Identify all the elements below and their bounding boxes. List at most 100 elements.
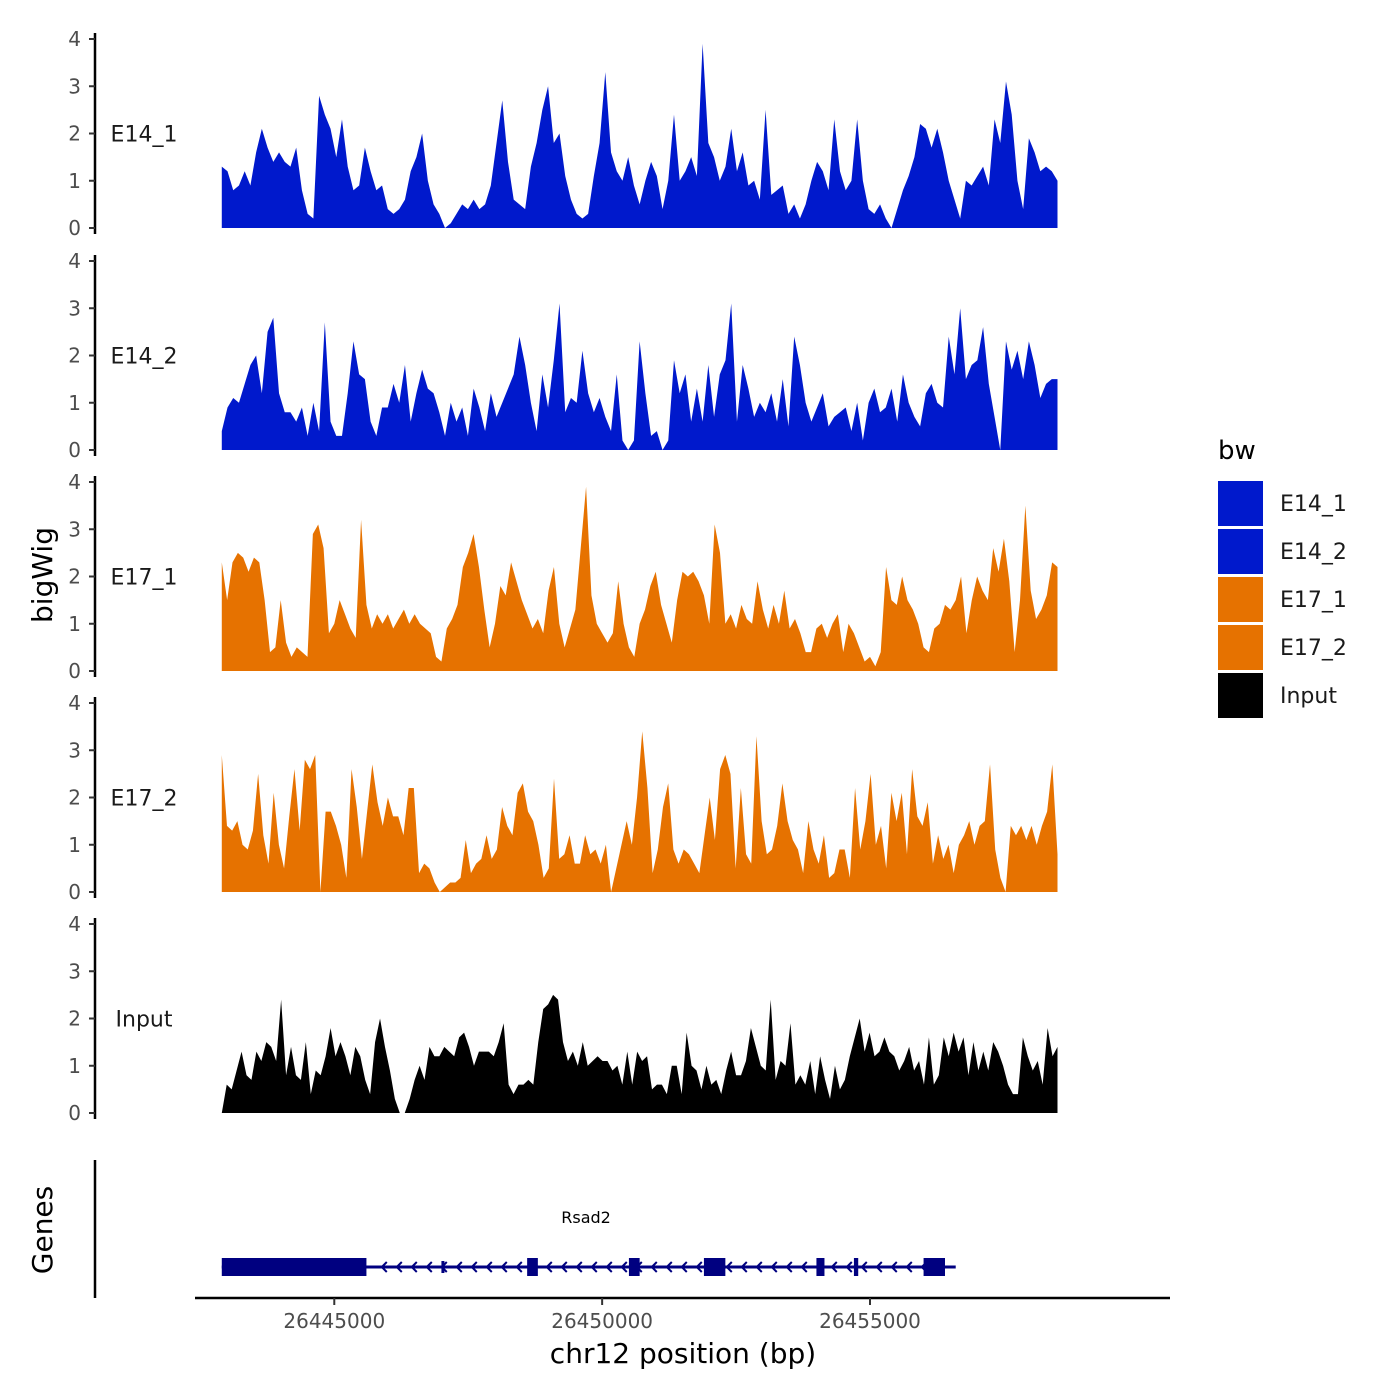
strand-arrow	[470, 1261, 478, 1273]
strand-arrow	[875, 1261, 883, 1273]
strand-arrow	[545, 1261, 553, 1273]
legend-label: E14_1	[1280, 492, 1347, 517]
strand-arrow	[590, 1261, 598, 1273]
strand-arrow	[785, 1261, 793, 1273]
gene-exon	[628, 1258, 640, 1276]
y-tick-label: 2	[68, 565, 81, 589]
y-axis-title: bigWig	[26, 527, 59, 623]
y-tick-label: 3	[68, 738, 81, 762]
strand-arrow	[650, 1261, 658, 1273]
y-tick-label: 3	[68, 74, 81, 98]
area-input	[221, 994, 1058, 1113]
gene-exon	[703, 1258, 726, 1276]
y-tick-label: 4	[68, 27, 81, 51]
y-tick-label: 0	[68, 438, 81, 462]
strand-arrow	[770, 1261, 778, 1273]
strand-arrow	[905, 1261, 913, 1273]
y-tick-label: 3	[68, 959, 81, 983]
legend-swatch	[1218, 625, 1263, 670]
gene-exon	[853, 1258, 859, 1276]
y-tick-label: 2	[68, 122, 81, 146]
y-tick-label: 0	[68, 216, 81, 240]
y-tick-label: 3	[68, 517, 81, 541]
track-input: 0 1 2 3 4 Input	[68, 912, 1058, 1125]
legend-swatch	[1218, 577, 1263, 622]
strand-arrow	[665, 1261, 673, 1273]
gene-exon	[816, 1258, 825, 1276]
strand-arrow	[485, 1261, 493, 1273]
y-tick-label: 3	[68, 296, 81, 320]
area-e14-2	[221, 303, 1058, 450]
gene-exon	[527, 1258, 538, 1276]
legend-swatch	[1218, 529, 1263, 574]
strand-arrow	[860, 1261, 868, 1273]
legend-label: E14_2	[1280, 540, 1347, 565]
legend-swatch	[1218, 481, 1263, 526]
strand-arrow	[380, 1261, 388, 1273]
track-label: E17_2	[111, 787, 178, 812]
gene-exon	[441, 1261, 445, 1273]
track-label: Input	[116, 1008, 173, 1033]
gene-label: Rsad2	[561, 1208, 611, 1227]
area-e14-1	[221, 43, 1058, 228]
track-label: E14_2	[111, 345, 178, 370]
strand-arrow	[515, 1261, 523, 1273]
area-e17-1	[221, 486, 1058, 671]
track-e17-1: 0 1 2 3 4 E17_1	[68, 470, 1058, 683]
y-tick-label: 0	[68, 659, 81, 683]
genes-axis-title: Genes	[26, 1186, 59, 1274]
strand-arrow	[395, 1261, 403, 1273]
strand-arrow	[560, 1261, 568, 1273]
y-tick-label: 1	[68, 833, 81, 857]
track-label: E17_1	[111, 566, 178, 591]
strand-arrow	[680, 1261, 688, 1273]
strand-arrow	[575, 1261, 583, 1273]
legend-label: E17_2	[1280, 636, 1347, 661]
strand-arrow	[620, 1261, 628, 1273]
area-e17-2	[221, 731, 1058, 892]
track-e14-1: 0 1 2 3 4 E14_1	[68, 27, 1058, 240]
x-tick-label: 26450000	[551, 1309, 653, 1333]
legend-swatch	[1218, 673, 1263, 718]
y-tick-label: 2	[68, 1007, 81, 1031]
x-tick-label: 26445000	[283, 1309, 385, 1333]
legend-label: E17_1	[1280, 588, 1347, 613]
tracks-layer: 0 1 2 3 4 E14_1 0 1 2 3 4 E14_2 0 1 2 3 4 E17_1 0 1 2 3 4 E17_2…	[68, 27, 1058, 1125]
x-axis-title: chr12 position (bp)	[550, 1337, 816, 1370]
strand-arrow	[800, 1261, 808, 1273]
strand-arrow	[755, 1261, 763, 1273]
y-tick-label: 1	[68, 1054, 81, 1078]
gene-exon	[923, 1258, 945, 1276]
y-tick-label: 4	[68, 912, 81, 936]
strand-arrow	[500, 1261, 508, 1273]
track-e17-2: 0 1 2 3 4 E17_2	[68, 691, 1058, 904]
track-e14-2: 0 1 2 3 4 E14_2	[68, 249, 1058, 462]
x-axis: 26445000 26450000 26455000	[195, 1296, 1170, 1333]
strand-arrow	[725, 1261, 733, 1273]
strand-arrow	[830, 1261, 838, 1273]
legend-title: bw	[1218, 436, 1256, 466]
y-tick-label: 0	[68, 880, 81, 904]
track-label: E14_1	[111, 123, 178, 148]
y-tick-label: 4	[68, 249, 81, 273]
strand-arrow	[695, 1261, 703, 1273]
gene-exon	[221, 1258, 367, 1276]
y-tick-label: 2	[68, 786, 81, 810]
strand-arrow	[845, 1261, 853, 1273]
strand-arrow	[410, 1261, 418, 1273]
legend-label: Input	[1280, 684, 1337, 709]
y-tick-label: 1	[68, 169, 81, 193]
y-tick-label: 4	[68, 691, 81, 715]
y-tick-label: 0	[68, 1101, 81, 1125]
legend: bw E14_1 E14_2 E17_1 E17_2 Input	[1218, 436, 1347, 718]
strand-arrow	[740, 1261, 748, 1273]
strand-arrow	[890, 1261, 898, 1273]
y-tick-label: 2	[68, 344, 81, 368]
y-tick-label: 4	[68, 470, 81, 494]
strand-arrow	[425, 1261, 433, 1273]
strand-arrow	[605, 1261, 613, 1273]
strand-arrow	[455, 1261, 463, 1273]
gene-track: Rsad2	[93, 1160, 956, 1298]
x-tick-label: 26455000	[819, 1309, 921, 1333]
